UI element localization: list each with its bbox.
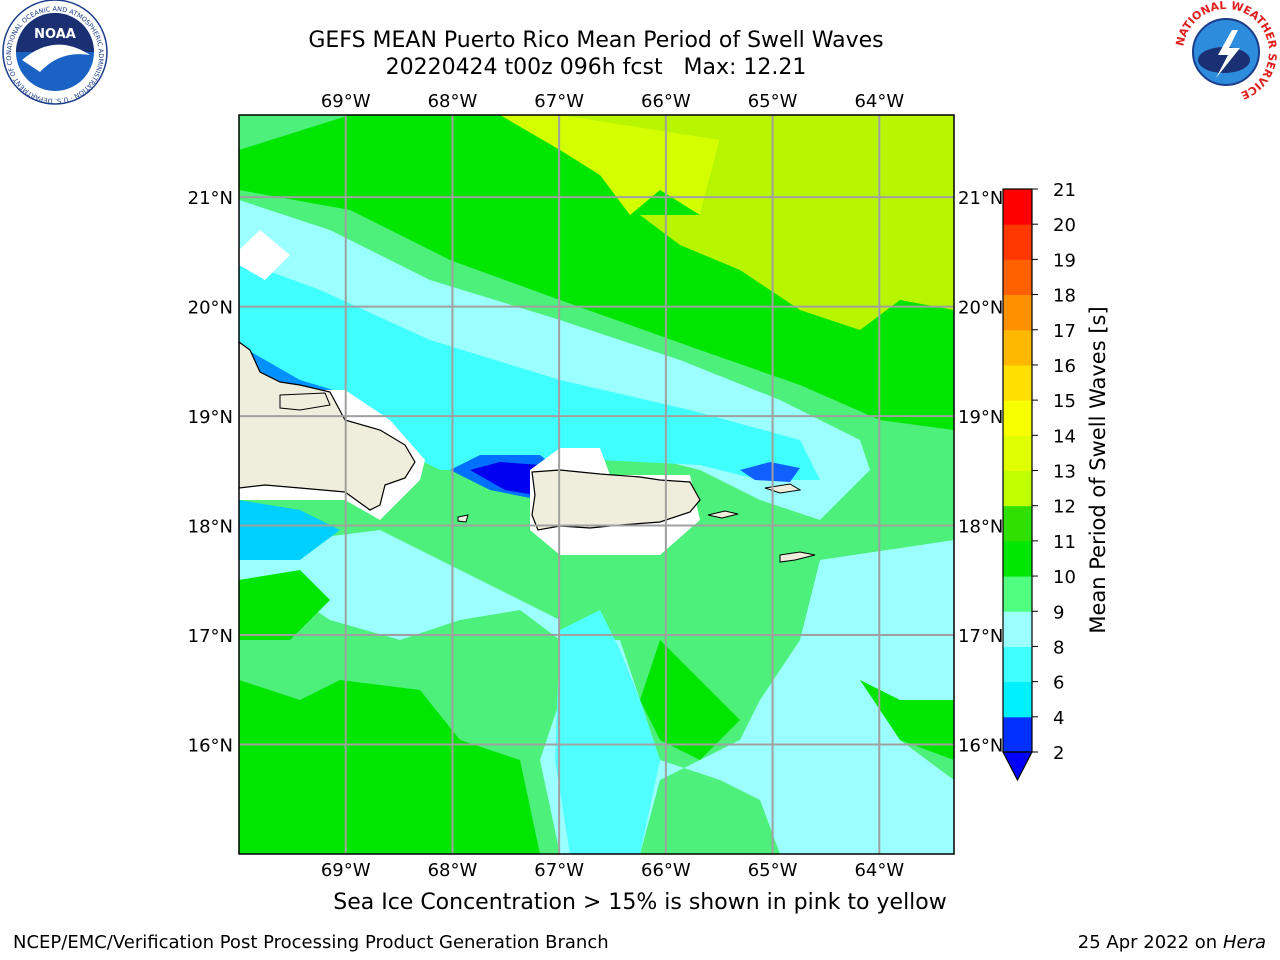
colorbar-tick-label: 16 xyxy=(1053,356,1076,377)
map-gridlines xyxy=(239,115,954,854)
lon-label-top: 69°W xyxy=(321,91,371,112)
lon-label-top: 65°W xyxy=(748,91,798,112)
latitude-labels-left: 21°N 20°N 19°N 18°N 17°N 16°N xyxy=(188,188,233,756)
vieques-island xyxy=(707,510,739,519)
colorbar-segment xyxy=(1003,294,1032,331)
colorbar-label: Mean Period of Swell Waves [s] xyxy=(1086,306,1110,633)
lon-label-top: 68°W xyxy=(428,91,478,112)
colorbar-tick-label: 15 xyxy=(1053,391,1076,412)
colorbar-segment xyxy=(1003,259,1032,296)
colorbar: 2 4 6 8 9 10 11 12 13 14 15 16 17 18 19 20 21 xyxy=(1002,180,1076,782)
colorbar-segment xyxy=(1003,470,1032,507)
contour-4-6-east xyxy=(740,462,800,482)
contour-12-13 xyxy=(560,115,954,330)
sea-ice-note: Sea Ice Concentration > 15% is shown in … xyxy=(333,890,947,915)
colorbar-tick-label: 20 xyxy=(1053,215,1076,236)
tortuga-island xyxy=(279,392,331,411)
colorbar-tick-label: 21 xyxy=(1053,180,1076,201)
noaa-wordmark: NOAA xyxy=(34,27,76,42)
lat-label-left: 21°N xyxy=(188,188,233,209)
latitude-labels-right: 21°N 20°N 19°N 18°N 17°N 16°N xyxy=(958,188,1003,756)
st-croix-island xyxy=(779,551,816,563)
colorbar-tick-label: 9 xyxy=(1053,602,1064,623)
contour-6-8-south xyxy=(555,610,660,854)
colorbar-tick-label: 13 xyxy=(1053,462,1076,483)
colorbar-tick-label: 4 xyxy=(1053,708,1064,729)
footer-machine: Hera xyxy=(1222,932,1266,953)
footer-date: 25 Apr 2022 on Hera xyxy=(1078,932,1266,953)
contour-6-sw xyxy=(239,500,340,560)
colorbar-tick-label: 17 xyxy=(1053,321,1076,342)
colorbar-under-arrow xyxy=(1002,751,1033,782)
lat-label-left: 19°N xyxy=(188,407,233,428)
lon-label-top: 67°W xyxy=(534,91,584,112)
colorbar-tick-label: 14 xyxy=(1053,426,1076,447)
longitude-labels-bottom: 69°W 68°W 67°W 66°W 65°W 64°W xyxy=(321,860,904,881)
map-subtitle: 20220424 t00z 096h fcst Max: 12.21 xyxy=(385,55,807,80)
mask-nw xyxy=(239,230,290,280)
lat-label-left: 18°N xyxy=(188,517,233,538)
lon-label-bottom: 67°W xyxy=(534,860,584,881)
contour-2-4-mona xyxy=(470,462,540,495)
colorbar-segment xyxy=(1003,540,1032,577)
colorbar-tick-label: 19 xyxy=(1053,250,1076,271)
colorbar-segment xyxy=(1003,611,1032,647)
virgin-islands xyxy=(764,483,802,494)
colorbar-segment xyxy=(1003,646,1032,683)
contour-13-14 xyxy=(500,115,760,215)
lon-label-bottom: 66°W xyxy=(641,860,691,881)
lat-label-left: 20°N xyxy=(188,298,233,319)
lon-label-bottom: 64°W xyxy=(854,860,904,881)
mona-island xyxy=(457,514,469,523)
noaa-logo: NATIONAL OCEANIC AND ATMOSPHERIC ADMINIS… xyxy=(0,0,108,105)
contour-10-sw xyxy=(239,570,330,640)
nws-logo: NATIONAL WEATHER SERVICE xyxy=(1174,0,1279,102)
colorbar-segment xyxy=(1003,576,1032,612)
lat-label-left: 17°N xyxy=(188,626,233,647)
colorbar-segment xyxy=(1003,224,1032,260)
footer-date-text: 25 Apr 2022 on xyxy=(1077,932,1223,953)
colorbar-segment xyxy=(1003,505,1032,542)
contour-10-se xyxy=(860,680,954,760)
colorbar-segment xyxy=(1003,716,1032,753)
colorbar-tick-label: 8 xyxy=(1053,637,1064,658)
colorbar-segment xyxy=(1003,400,1032,436)
colorbar-segment xyxy=(1003,681,1032,718)
lon-label-top: 64°W xyxy=(854,91,904,112)
lat-label-right: 16°N xyxy=(958,736,1003,757)
colorbar-tick-label: 11 xyxy=(1053,532,1076,553)
lon-label-bottom: 65°W xyxy=(748,860,798,881)
colorbar-segment xyxy=(1003,189,1032,225)
map-title: GEFS MEAN Puerto Rico Mean Period of Swe… xyxy=(308,28,884,53)
lon-label-top: 66°W xyxy=(641,91,691,112)
colorbar-tick-label: 6 xyxy=(1053,673,1064,694)
contour-10-s xyxy=(239,680,540,854)
lat-label-right: 21°N xyxy=(958,188,1003,209)
lat-label-left: 16°N xyxy=(188,736,233,757)
lon-label-bottom: 68°W xyxy=(428,860,478,881)
colorbar-tick-label: 2 xyxy=(1053,743,1064,764)
lat-label-right: 19°N xyxy=(958,407,1003,428)
hispaniola-land xyxy=(239,341,416,511)
map-frame xyxy=(238,114,955,855)
lat-label-right: 18°N xyxy=(958,517,1003,538)
swell-period-field xyxy=(239,115,954,854)
lat-label-right: 20°N xyxy=(958,298,1003,319)
footer-branch: NCEP/EMC/Verification Post Processing Pr… xyxy=(13,932,609,953)
lon-label-bottom: 69°W xyxy=(321,860,371,881)
colorbar-tick-label: 12 xyxy=(1053,497,1076,518)
colorbar-segment xyxy=(1003,364,1032,401)
colorbar-segment xyxy=(1003,435,1032,471)
lat-label-right: 17°N xyxy=(958,626,1003,647)
longitude-labels-top: 69°W 68°W 67°W 66°W 65°W 64°W xyxy=(321,91,904,112)
colorbar-tick-label: 18 xyxy=(1053,286,1076,307)
colorbar-tick-label: 10 xyxy=(1053,567,1076,588)
colorbar-segment xyxy=(1003,329,1032,366)
puerto-rico-land xyxy=(531,469,701,531)
